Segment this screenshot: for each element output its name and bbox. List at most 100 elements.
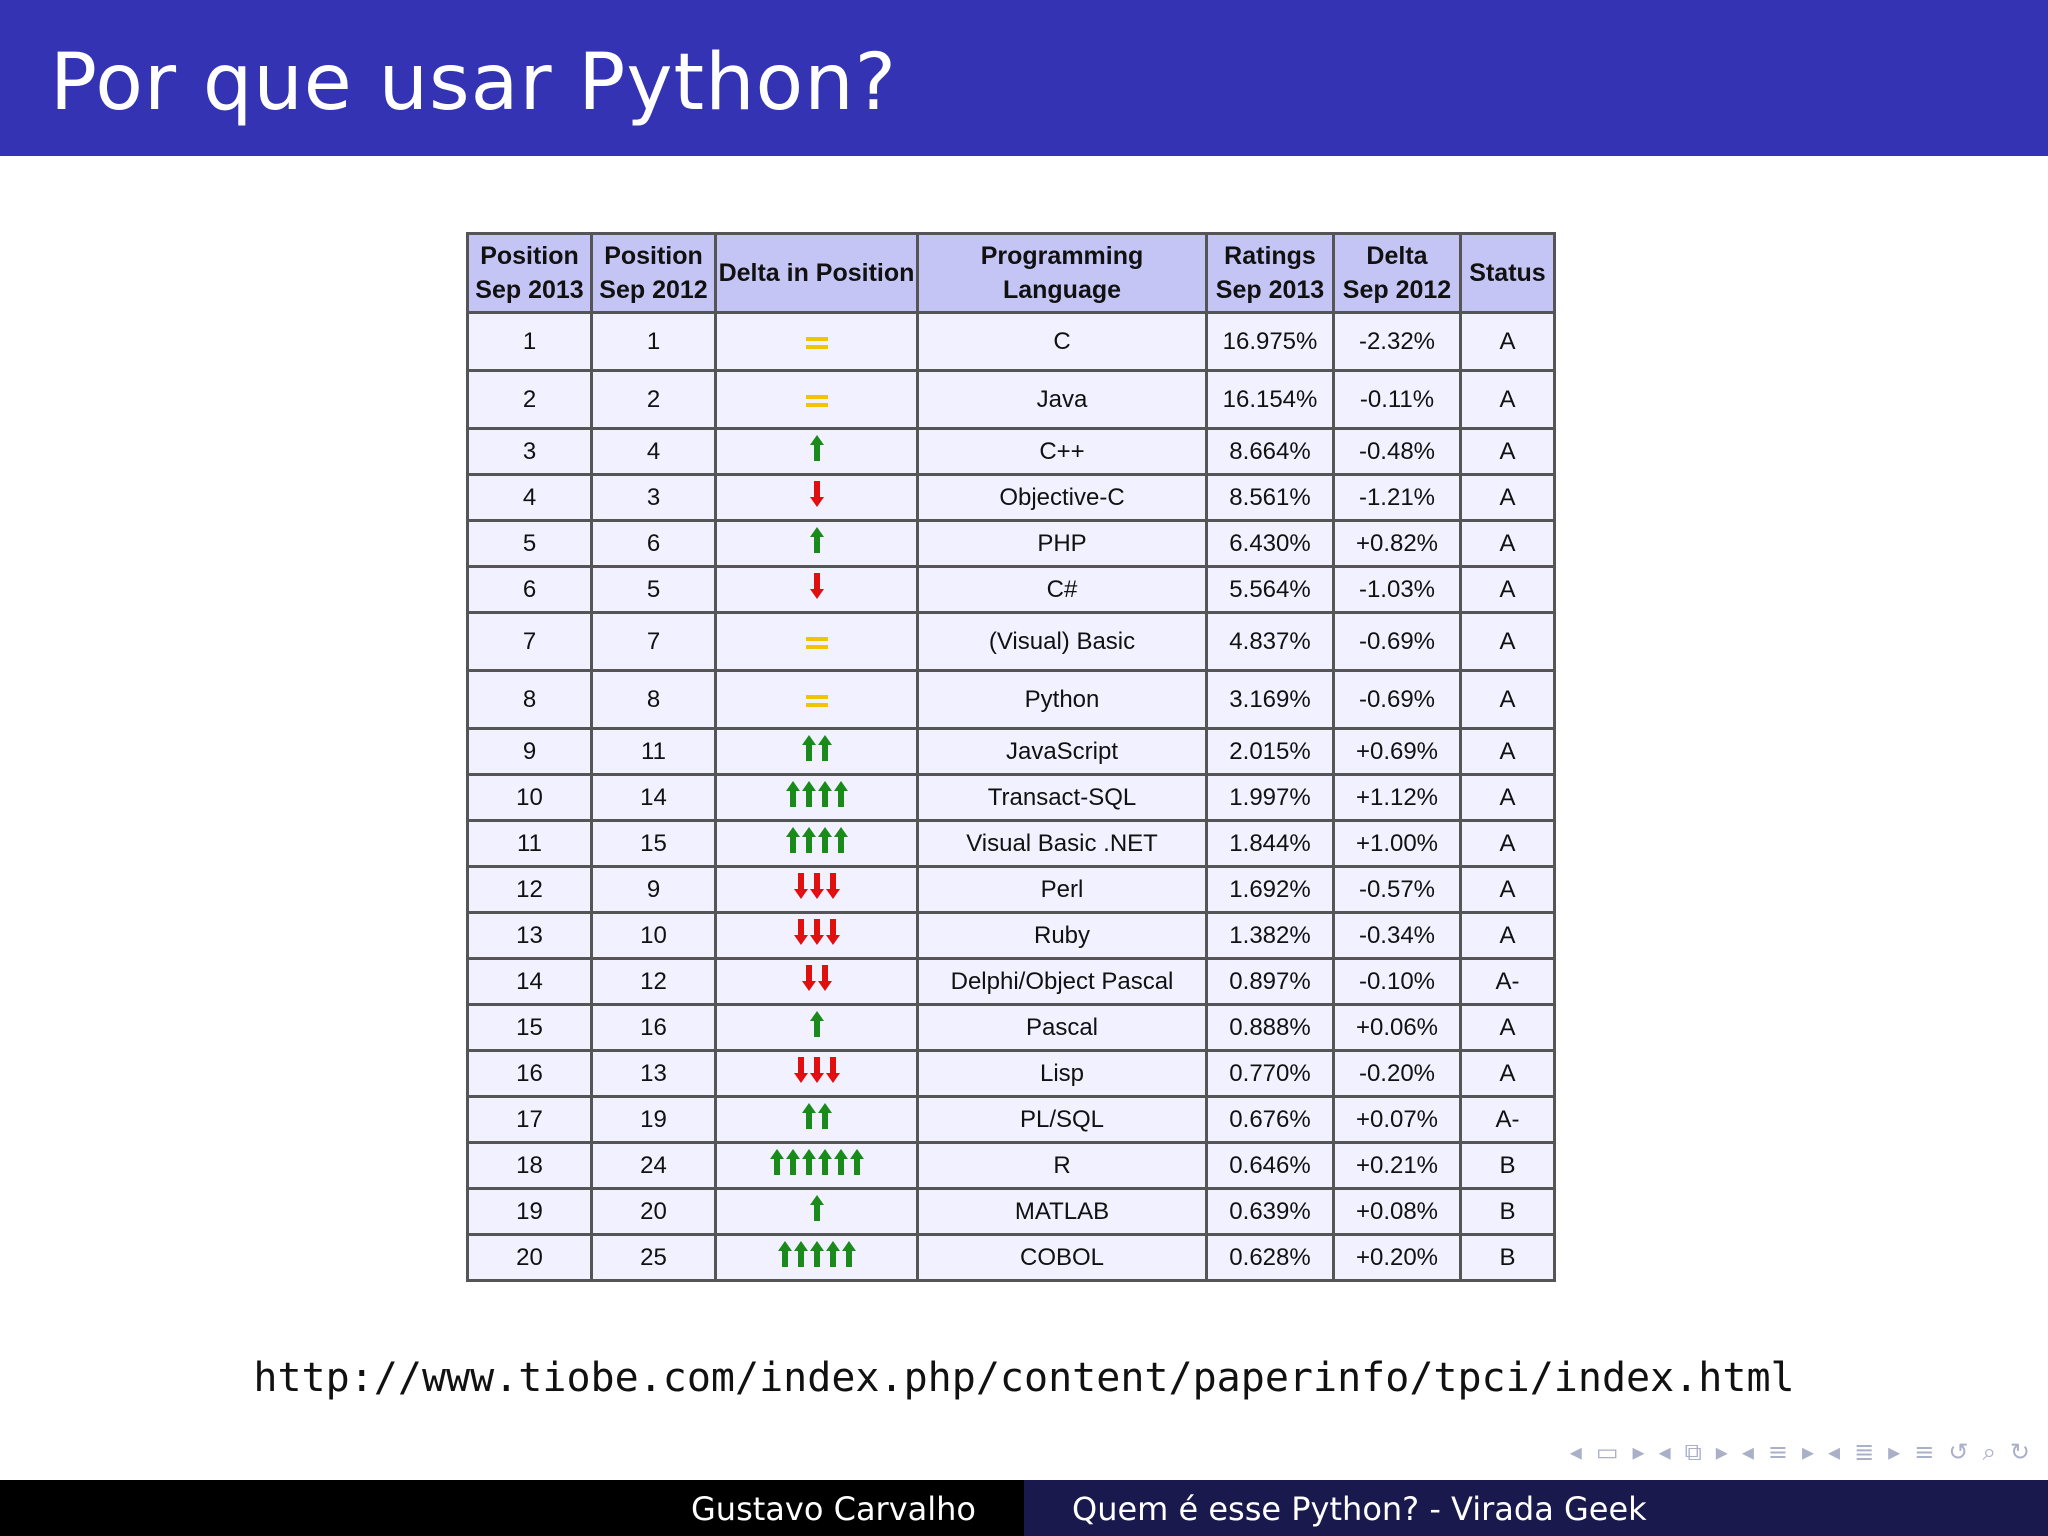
rank-up-indicator xyxy=(769,1149,864,1175)
position-2012-cell: 20 xyxy=(590,1187,717,1236)
header-label: Sep 2013 xyxy=(475,276,584,304)
undo-icon[interactable]: ↺ xyxy=(1948,1438,1969,1466)
subsection-icon[interactable]: ⧉ xyxy=(1684,1438,1702,1466)
language-cell[interactable]: COBOL xyxy=(916,1233,1208,1282)
frame-icon[interactable]: ▭ xyxy=(1595,1438,1619,1466)
equals-icon xyxy=(805,694,828,707)
language-cell[interactable]: Pascal xyxy=(916,1003,1208,1052)
header-delta: Delta Sep 2012 xyxy=(1332,232,1462,314)
language-cell[interactable]: JavaScript xyxy=(916,727,1208,776)
status-cell: A xyxy=(1459,773,1556,822)
language-cell[interactable]: Objective-C xyxy=(916,473,1208,522)
table-row: 14 12 Delphi/Object Pascal 0.897% -0.10% A- xyxy=(466,957,1556,1006)
language-cell[interactable]: C xyxy=(916,311,1208,372)
table-row: 9 11 JavaScript 2.015% +0.69% A xyxy=(466,727,1556,776)
search-icon[interactable]: ⌕ xyxy=(1982,1438,1996,1466)
language-cell[interactable]: Lisp xyxy=(916,1049,1208,1098)
next-slide-icon[interactable]: ▸ xyxy=(1888,1438,1901,1466)
delta-cell: +0.82% xyxy=(1332,519,1462,568)
align-icon[interactable]: ≡ xyxy=(1914,1438,1935,1466)
delta-cell: -0.20% xyxy=(1332,1049,1462,1098)
arrow-up-icon xyxy=(817,735,832,761)
prev-slide-icon[interactable]: ◂ xyxy=(1828,1438,1841,1466)
table-row: 5 6 PHP 6.430% +0.82% A xyxy=(466,519,1556,568)
status-cell: A xyxy=(1459,727,1556,776)
arrow-up-icon xyxy=(801,1149,816,1175)
arrow-down-icon xyxy=(809,481,824,507)
arrow-up-icon xyxy=(817,781,832,807)
position-2013-cell: 9 xyxy=(466,727,593,776)
language-cell[interactable]: Visual Basic .NET xyxy=(916,819,1208,868)
next-frame-icon[interactable]: ▸ xyxy=(1632,1438,1645,1466)
language-cell[interactable]: Delphi/Object Pascal xyxy=(916,957,1208,1006)
language-cell[interactable]: Perl xyxy=(916,865,1208,914)
table-row: 18 24 R 0.646% +0.21% B xyxy=(466,1141,1556,1190)
language-cell[interactable]: C# xyxy=(916,565,1208,614)
language-cell[interactable]: PHP xyxy=(916,519,1208,568)
arrow-up-icon xyxy=(809,527,824,553)
position-2012-cell: 25 xyxy=(590,1233,717,1282)
position-2012-cell: 8 xyxy=(590,669,717,730)
rank-up-indicator xyxy=(777,1241,856,1267)
language-cell[interactable]: Transact-SQL xyxy=(916,773,1208,822)
status-cell: A xyxy=(1459,865,1556,914)
arrow-up-icon xyxy=(801,1103,816,1129)
next-subsection-icon[interactable]: ▸ xyxy=(1715,1438,1728,1466)
rating-cell: 1.997% xyxy=(1205,773,1335,822)
arrow-up-icon xyxy=(833,1149,848,1175)
rating-cell: 5.564% xyxy=(1205,565,1335,614)
arrow-up-icon xyxy=(785,781,800,807)
table-row: 11 15 Visual Basic .NET 1.844% +1.00% A xyxy=(466,819,1556,868)
language-cell[interactable]: R xyxy=(916,1141,1208,1190)
section-icon[interactable]: ≡ xyxy=(1767,1438,1788,1466)
delta-position-cell xyxy=(714,1187,919,1236)
prev-frame-icon[interactable]: ◂ xyxy=(1569,1438,1582,1466)
delta-position-cell xyxy=(714,1003,919,1052)
rating-cell: 0.628% xyxy=(1205,1233,1335,1282)
language-cell[interactable]: (Visual) Basic xyxy=(916,611,1208,672)
language-cell[interactable]: Python xyxy=(916,669,1208,730)
rank-down-indicator xyxy=(793,919,840,945)
rank-up-indicator xyxy=(785,781,848,807)
arrow-up-icon xyxy=(833,781,848,807)
delta-cell: +0.20% xyxy=(1332,1233,1462,1282)
arrow-down-icon xyxy=(801,965,816,991)
rank-up-indicator xyxy=(801,1103,832,1129)
delta-cell: +0.07% xyxy=(1332,1095,1462,1144)
delta-cell: +1.00% xyxy=(1332,819,1462,868)
header-label: Sep 2012 xyxy=(599,276,708,304)
table-row: 20 25 COBOL 0.628% +0.20% B xyxy=(466,1233,1556,1282)
table-row: 12 9 Perl 1.692% -0.57% A xyxy=(466,865,1556,914)
prev-section-icon[interactable]: ◂ xyxy=(1741,1438,1754,1466)
status-cell: A- xyxy=(1459,957,1556,1006)
tiobe-table-container: Position Sep 2013 Position Sep 2012 Delt… xyxy=(466,232,1556,1282)
redo-icon[interactable]: ↻ xyxy=(2009,1438,2030,1466)
delta-cell: +0.08% xyxy=(1332,1187,1462,1236)
status-cell: A xyxy=(1459,565,1556,614)
arrow-down-icon xyxy=(809,919,824,945)
rank-down-indicator xyxy=(793,1057,840,1083)
arrow-up-icon xyxy=(801,827,816,853)
prev-subsection-icon[interactable]: ◂ xyxy=(1658,1438,1671,1466)
source-url[interactable]: http://www.tiobe.com/index.php/content/p… xyxy=(253,1355,1795,1401)
footer-author: Gustavo Carvalho xyxy=(691,1490,976,1528)
language-cell[interactable]: MATLAB xyxy=(916,1187,1208,1236)
next-section-icon[interactable]: ▸ xyxy=(1801,1438,1815,1466)
language-cell[interactable]: Java xyxy=(916,369,1208,430)
arrow-down-icon xyxy=(809,1057,824,1083)
position-2013-cell: 5 xyxy=(466,519,593,568)
rating-cell: 8.664% xyxy=(1205,427,1335,476)
position-2012-cell: 7 xyxy=(590,611,717,672)
status-cell: A xyxy=(1459,369,1556,430)
status-cell: B xyxy=(1459,1233,1556,1282)
language-cell[interactable]: C++ xyxy=(916,427,1208,476)
language-cell[interactable]: Ruby xyxy=(916,911,1208,960)
language-cell[interactable]: PL/SQL xyxy=(916,1095,1208,1144)
delta-cell: -0.10% xyxy=(1332,957,1462,1006)
slide-icon[interactable]: ≣ xyxy=(1854,1438,1875,1466)
delta-position-cell xyxy=(714,957,919,1006)
table-row: 17 19 PL/SQL 0.676% +0.07% A- xyxy=(466,1095,1556,1144)
arrow-down-icon xyxy=(809,873,824,899)
position-2012-cell: 19 xyxy=(590,1095,717,1144)
status-cell: A xyxy=(1459,819,1556,868)
